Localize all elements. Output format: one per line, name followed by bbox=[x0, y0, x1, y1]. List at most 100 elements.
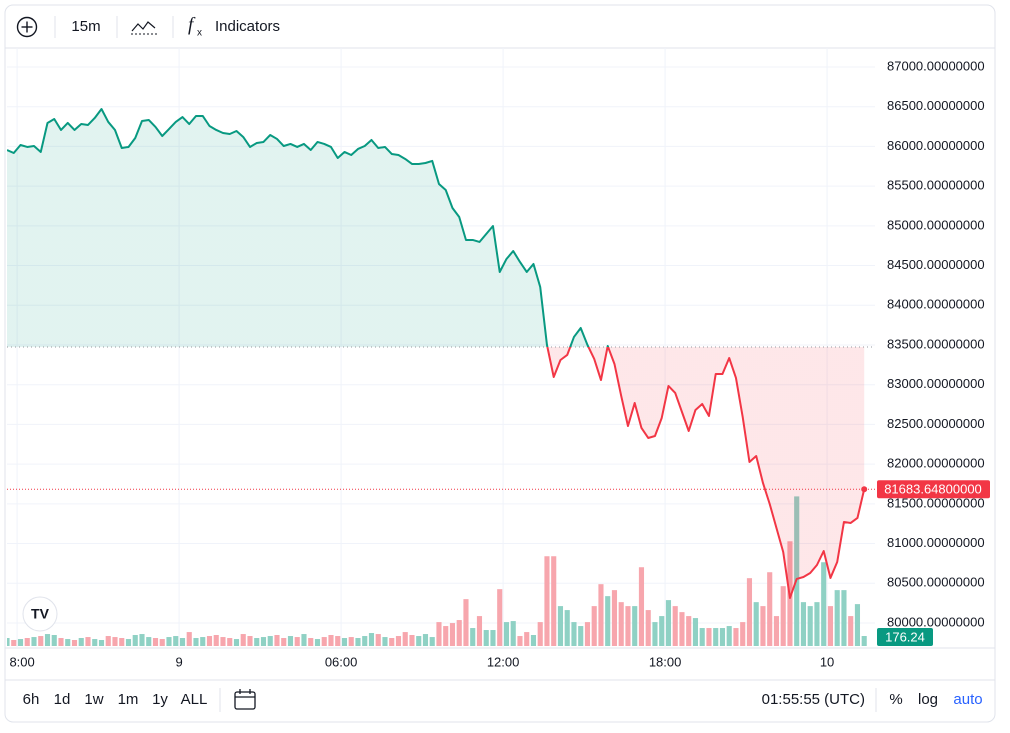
y-tick-label: 81500.00000000 bbox=[887, 495, 985, 510]
volume-bar bbox=[11, 639, 17, 646]
interval-button[interactable]: 15m bbox=[71, 18, 100, 35]
volume-bar bbox=[773, 616, 780, 646]
volume-bar bbox=[159, 639, 165, 646]
x-tick-label: 12:00 bbox=[487, 654, 520, 669]
volume-bar bbox=[834, 590, 840, 646]
volume-label: 176.24 bbox=[885, 629, 925, 644]
volume-bar bbox=[686, 616, 692, 646]
y-tick-label: 86000.00000000 bbox=[887, 138, 985, 153]
volume-bar bbox=[213, 635, 219, 646]
y-tick-label: 84000.00000000 bbox=[887, 297, 985, 312]
volume-bar bbox=[308, 638, 314, 646]
volume-bar bbox=[422, 634, 429, 646]
volume-bar bbox=[584, 622, 591, 646]
volume-bar bbox=[186, 632, 192, 646]
volume-bar bbox=[490, 630, 496, 646]
volume-bar bbox=[719, 628, 726, 646]
range-buttons: 6h 1d 1w 1m 1y ALL bbox=[23, 691, 208, 708]
volume-tag bbox=[877, 628, 933, 646]
range-button[interactable]: ALL bbox=[181, 691, 208, 708]
volume-bar bbox=[530, 635, 537, 646]
volume-bar bbox=[220, 637, 226, 646]
volume-bar bbox=[827, 606, 834, 646]
range-button[interactable]: 1y bbox=[152, 691, 168, 708]
volume-bar bbox=[841, 590, 847, 646]
volume-bar bbox=[85, 637, 91, 646]
volume-bar bbox=[166, 637, 172, 646]
volume-bar bbox=[71, 639, 78, 646]
x-tick-label: 9 bbox=[175, 654, 182, 669]
volume-bar bbox=[476, 616, 483, 646]
volume-bar bbox=[638, 567, 645, 646]
volume-bar bbox=[598, 584, 604, 646]
volume-bar bbox=[193, 638, 199, 646]
volume-bar bbox=[726, 626, 732, 646]
volume-bar bbox=[38, 636, 44, 646]
volume-bar bbox=[436, 622, 442, 646]
volume-bar bbox=[17, 639, 24, 646]
volume-bar bbox=[92, 639, 98, 646]
volume-bar bbox=[578, 626, 584, 646]
x-tick-label: 18:00 bbox=[649, 654, 682, 669]
volume-bar bbox=[510, 621, 516, 646]
volume-bar bbox=[760, 606, 766, 646]
auto-toggle[interactable]: auto bbox=[953, 691, 982, 708]
volume-bar bbox=[44, 634, 51, 646]
x-tick-label: 8:00 bbox=[9, 654, 34, 669]
volume-bar bbox=[524, 632, 530, 646]
volume-bar bbox=[449, 623, 456, 646]
volume-bar bbox=[65, 639, 71, 646]
volume-bar bbox=[173, 636, 179, 646]
volume-bar bbox=[260, 637, 267, 646]
volume-bar bbox=[503, 622, 510, 646]
volume-bar bbox=[348, 637, 354, 646]
volume-bar bbox=[470, 628, 476, 646]
range-button[interactable]: 1d bbox=[54, 691, 71, 708]
log-toggle[interactable]: log bbox=[918, 691, 938, 708]
date-range-button[interactable] bbox=[234, 689, 256, 710]
volume-bar bbox=[692, 618, 699, 646]
volume-bar bbox=[281, 638, 287, 646]
volume-bar bbox=[233, 639, 240, 646]
add-button[interactable] bbox=[16, 16, 38, 38]
volume-bar bbox=[645, 610, 651, 646]
volume-bar bbox=[652, 622, 658, 646]
volume-bar bbox=[443, 626, 449, 646]
volume-bar bbox=[706, 628, 712, 646]
logo[interactable]: TV bbox=[22, 596, 58, 632]
volume-bar bbox=[753, 602, 759, 646]
volume-bar bbox=[321, 637, 327, 646]
chart-type-button[interactable] bbox=[131, 21, 157, 35]
volume-bar bbox=[429, 637, 435, 646]
volume-bar bbox=[659, 616, 665, 646]
volume-bar bbox=[328, 635, 334, 646]
last-price-dot bbox=[861, 486, 868, 493]
svg-text:f: f bbox=[188, 14, 196, 35]
volume-bar bbox=[355, 638, 361, 646]
range-button[interactable]: 1m bbox=[118, 691, 139, 708]
volume-bar bbox=[274, 635, 280, 646]
volume-bar bbox=[544, 556, 550, 646]
volume-bar bbox=[335, 636, 341, 646]
volume-bar bbox=[807, 606, 813, 646]
volume-bar bbox=[591, 606, 597, 646]
volume-bar bbox=[605, 596, 611, 646]
y-tick-label: 80000.00000000 bbox=[887, 614, 985, 629]
y-tick-label: 86500.00000000 bbox=[887, 98, 985, 113]
percent-toggle[interactable]: % bbox=[889, 691, 902, 708]
volume-bar bbox=[179, 638, 186, 646]
volume-bar bbox=[112, 637, 118, 646]
range-button[interactable]: 1w bbox=[84, 691, 103, 708]
volume-bar bbox=[301, 634, 307, 646]
baseline-area bbox=[7, 109, 865, 598]
last-price-tag bbox=[877, 480, 990, 499]
volume-bar bbox=[733, 628, 739, 646]
volume-bar bbox=[24, 638, 30, 646]
volume-bar bbox=[152, 638, 159, 646]
indicators-button[interactable]: f x Indicators bbox=[188, 14, 280, 38]
volume-bar bbox=[713, 628, 719, 646]
range-button[interactable]: 6h bbox=[23, 691, 40, 708]
volume-bar bbox=[58, 638, 64, 646]
volume-bar bbox=[294, 637, 300, 646]
